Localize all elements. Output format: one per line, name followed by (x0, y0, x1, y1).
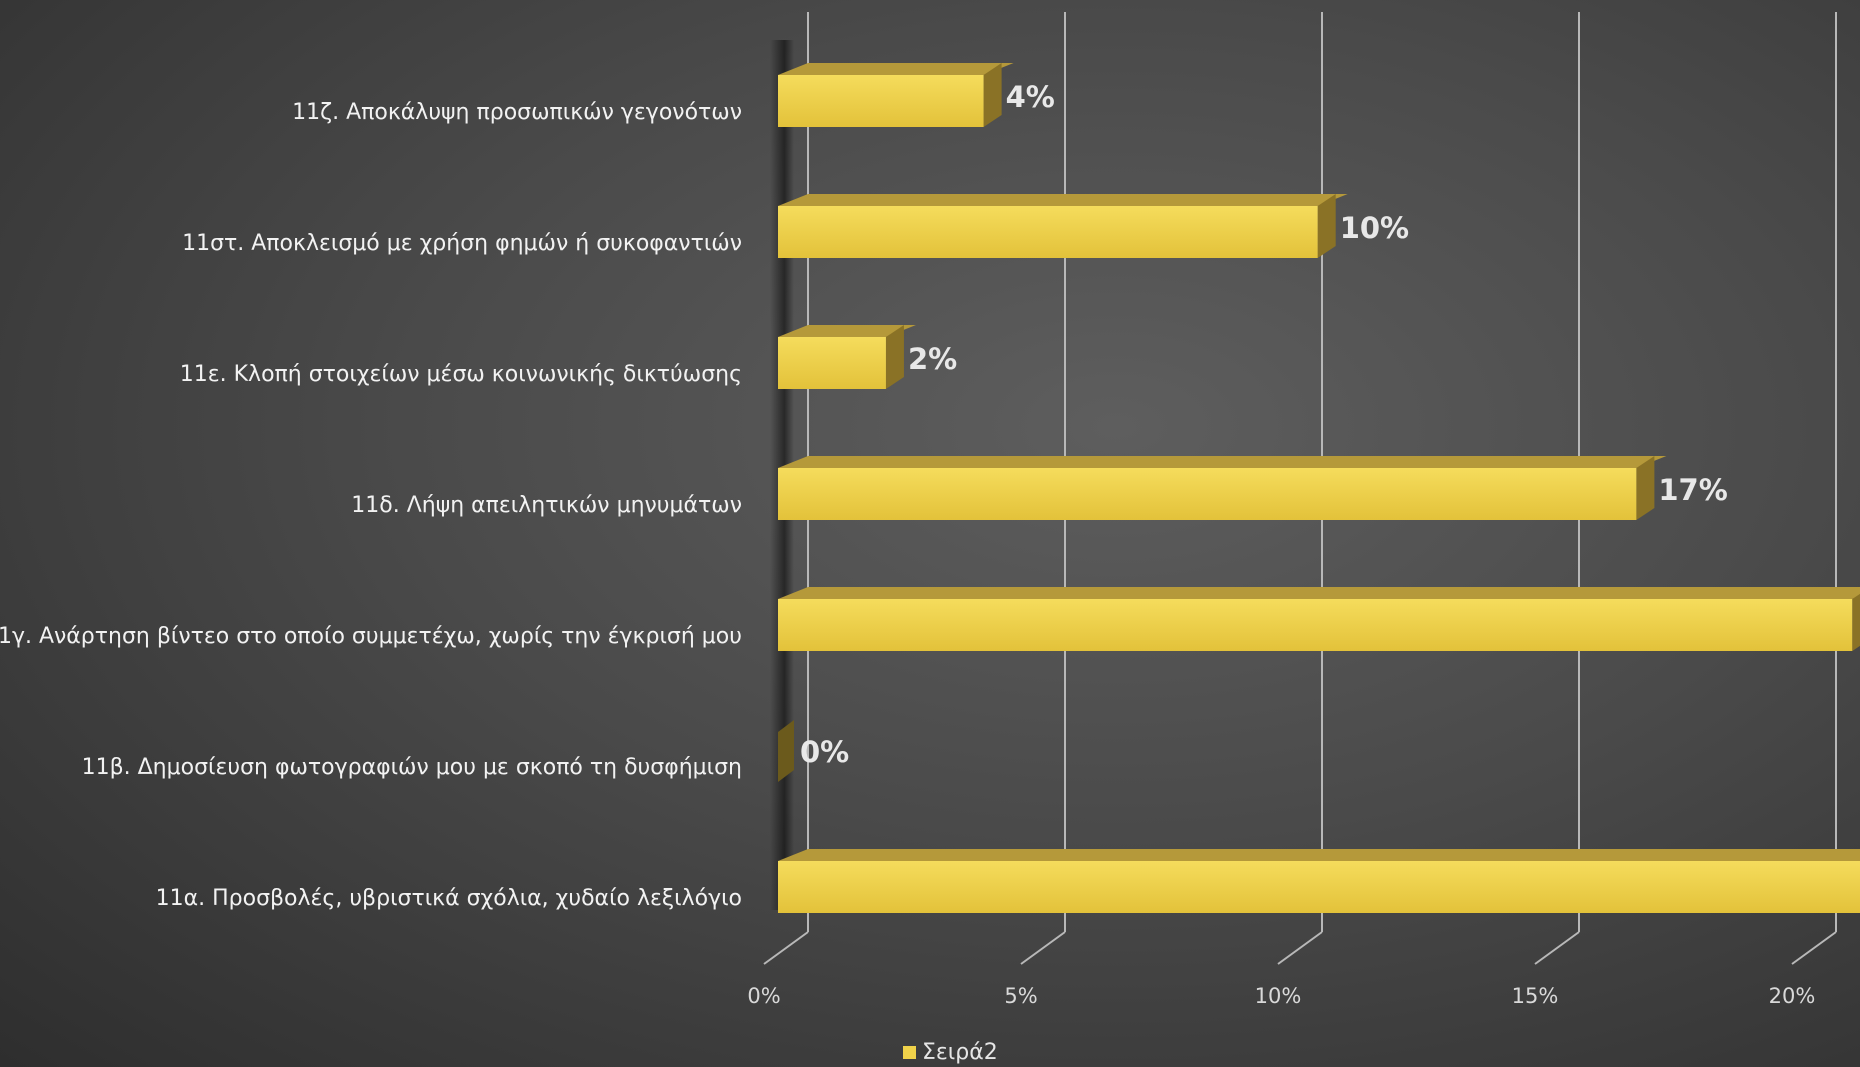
data-label: 10% (1340, 211, 1409, 245)
x-tick-label: 20% (1769, 984, 1816, 1008)
x-tick-label: 0% (747, 984, 780, 1008)
bar-side (1852, 593, 1860, 651)
bar-side (983, 63, 1002, 127)
x-tick-label: 15% (1512, 984, 1559, 1008)
data-label: 0% (800, 735, 849, 769)
bar (778, 337, 886, 389)
bar (778, 468, 1637, 520)
bar-top (778, 849, 1860, 861)
legend-swatch (903, 1046, 916, 1059)
category-label: 11γ. Ανάρτηση βίντεο στο οποίο συμμετέχω… (0, 624, 742, 649)
bar (778, 75, 984, 127)
bar (778, 599, 1853, 651)
category-label: 11α. Προσβολές, υβριστικά σχόλια, χυδαίο… (156, 886, 742, 911)
bar-side (1636, 456, 1655, 520)
gridline-floor (1791, 931, 1837, 965)
gridline-floor (1277, 931, 1323, 965)
bar-top (778, 587, 1860, 599)
category-label: 11ε. Κλοπή στοιχείων μέσω κοινωνικής δικ… (180, 362, 742, 387)
x-tick-label: 10% (1255, 984, 1302, 1008)
legend-label: Σειρά2 (922, 1040, 998, 1065)
gridline-floor (763, 931, 809, 965)
bar (778, 720, 794, 782)
x-tick-label: 5% (1004, 984, 1037, 1008)
bar-side (1317, 194, 1336, 258)
x-axis: 0%5%10%15%20%25%30% (747, 984, 1816, 1008)
category-label: 11ζ. Αποκάλυψη προσωπικών γεγονότων (292, 100, 742, 125)
bar-top (778, 63, 1014, 75)
legend: Σειρά2 (903, 1040, 998, 1065)
bar-top (778, 325, 916, 337)
data-label: 17% (1658, 473, 1727, 507)
bar (778, 861, 1860, 913)
bar (778, 206, 1318, 258)
category-label: 11β. Δημοσίευση φωτογραφιών μου με σκοπό… (82, 755, 742, 780)
data-label: 2% (908, 342, 957, 376)
data-label: 4% (1006, 80, 1055, 114)
bar-top (778, 194, 1348, 206)
category-label: 11δ. Λήψη απειλητικών μηνυμάτων (351, 493, 742, 518)
gridline-floor (1534, 931, 1580, 965)
gridline-floor (1020, 931, 1066, 965)
bar-top (778, 456, 1667, 468)
bars: 4%10%2%17%21%0%29% (778, 63, 1860, 913)
category-label: 11στ. Αποκλεισμό με χρήση φημών ή συκοφα… (182, 231, 742, 256)
category-labels: 11ζ. Αποκάλυψη προσωπικών γεγονότων 11στ.… (0, 100, 742, 911)
bar-side (885, 325, 904, 389)
